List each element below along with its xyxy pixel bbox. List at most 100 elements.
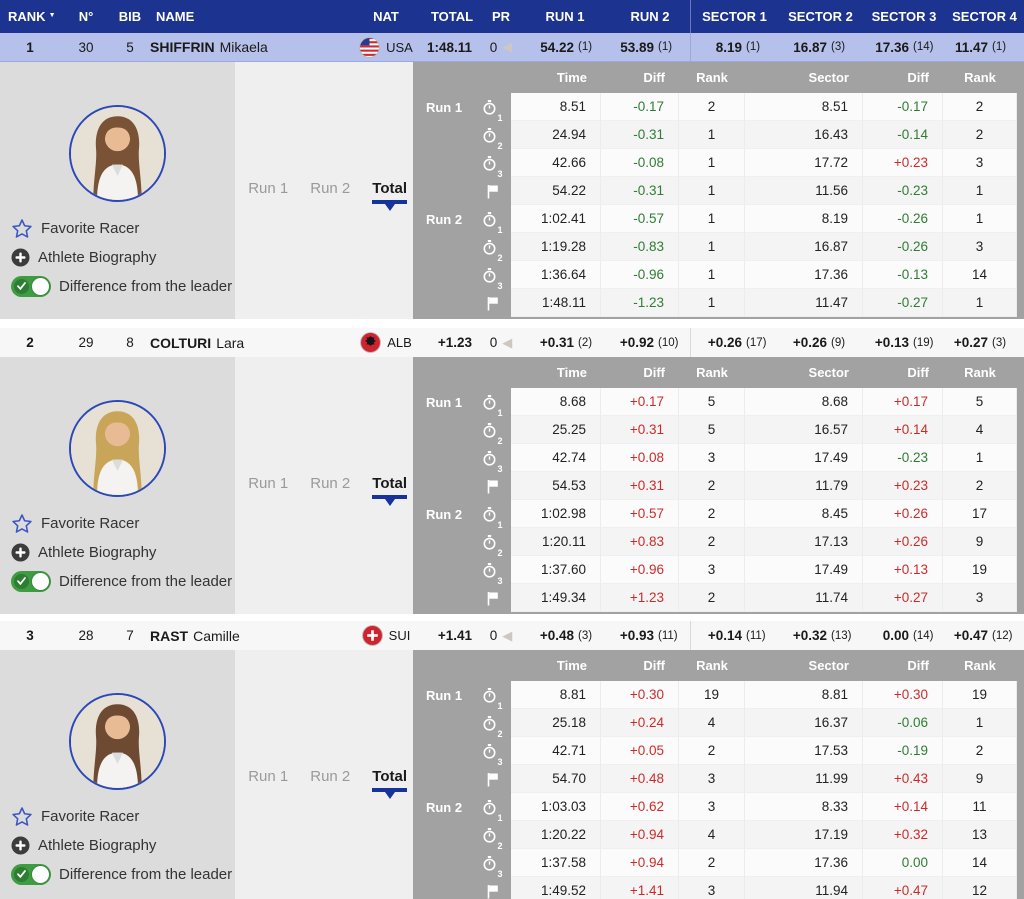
column-header-sector-1[interactable]: SECTOR 1 xyxy=(690,0,778,33)
split-time: 54.70 xyxy=(511,765,601,793)
difference-toggle[interactable] xyxy=(11,275,51,297)
run-2-cell: +0.92 (10) xyxy=(610,328,690,357)
column-header-sector-4[interactable]: SECTOR 4 xyxy=(945,0,1024,33)
athlete-biography-button[interactable]: Athlete Biography xyxy=(11,834,235,856)
playback-icon[interactable]: ◀ xyxy=(502,39,513,54)
athlete-row[interactable]: 2 29 8 COLTURI Lara ALB +1.23 0 ◀ +0.31 (2) +0.92 (1… xyxy=(0,328,1024,357)
sector-diff: +0.13 xyxy=(863,556,943,584)
split-index: 2 xyxy=(497,141,503,151)
split-row: 2 25.25 +0.31 5 16.57 +0.14 4 xyxy=(413,416,1024,446)
split-row: 1:48.11 -1.23 1 11.47 -0.27 1 xyxy=(413,289,1024,317)
run-label xyxy=(413,528,475,556)
split-index: 3 xyxy=(497,869,503,879)
run-2-cell-rank: (10) xyxy=(658,336,679,349)
sector-4-cell-rank: (1) xyxy=(992,41,1007,53)
split-index: 2 xyxy=(497,729,503,739)
results-header-row: RANK ▼ N° BIB NAME NAT TOTAL PR RUN 1 RUN 2 SECTOR… xyxy=(0,0,1024,33)
column-header-run-2[interactable]: RUN 2 xyxy=(610,0,690,33)
sector-2-cell-value: +0.32 xyxy=(792,628,827,643)
sector-rank: 17 xyxy=(943,500,1017,528)
sector-4-cell-rank: (3) xyxy=(992,336,1007,349)
detail-col-time: Time xyxy=(556,365,587,380)
sector-3-cell-rank: (19) xyxy=(913,336,934,349)
playback-icon[interactable]: ◀ xyxy=(502,627,513,643)
tab-run-1[interactable]: Run 1 xyxy=(248,475,289,492)
sector-time: 11.99 xyxy=(745,765,863,793)
sector-diff: -0.23 xyxy=(863,444,943,472)
split-time: 1:48.11 xyxy=(511,289,601,317)
split-diff: +0.24 xyxy=(601,709,679,737)
toggle-knob xyxy=(32,572,49,590)
sector-rank: 14 xyxy=(943,261,1017,289)
sector-rank: 3 xyxy=(943,149,1017,177)
athlete-biography-button[interactable]: Athlete Biography xyxy=(11,246,235,268)
run-label xyxy=(413,821,475,849)
detail-col-rank: Rank xyxy=(696,365,728,380)
sector-diff: -0.17 xyxy=(863,93,943,121)
athlete-detail-panel: Favorite Racer Athlete Biography Differenc… xyxy=(0,357,1024,614)
column-header-sector-2[interactable]: SECTOR 2 xyxy=(778,0,863,33)
favorite-racer-label: Favorite Racer xyxy=(41,219,140,237)
sector-4-cell: +0.27 (3) xyxy=(945,328,1024,357)
favorite-racer-button[interactable]: Favorite Racer xyxy=(11,512,235,534)
difference-toggle[interactable] xyxy=(11,570,51,592)
tab-run-1[interactable]: Run 1 xyxy=(248,768,289,785)
difference-toggle[interactable] xyxy=(11,863,51,885)
sector-diff: -0.27 xyxy=(863,289,943,317)
column-header-rank[interactable]: RANK ▼ xyxy=(0,0,60,33)
stopwatch-3-icon: 3 xyxy=(475,149,511,179)
sector-time: 11.74 xyxy=(745,584,863,612)
playback-icon[interactable]: ◀ xyxy=(502,334,513,350)
split-diff: -0.31 xyxy=(601,177,679,205)
column-header-sector-3[interactable]: SECTOR 3 xyxy=(863,0,945,33)
tab-total[interactable]: Total xyxy=(372,475,407,499)
split-diff: -0.31 xyxy=(601,121,679,149)
column-header-run-1[interactable]: RUN 1 xyxy=(520,0,610,33)
sector-diff: +0.32 xyxy=(863,821,943,849)
split-times-panel: Time Diff Rank Sector Diff Rank Run 1 1 8.68 +0.1… xyxy=(413,357,1024,614)
sector-rank: 5 xyxy=(943,388,1017,416)
split-index: 2 xyxy=(497,436,503,446)
favorite-racer-button[interactable]: Favorite Racer xyxy=(11,805,235,827)
athlete-row[interactable]: 1 30 5 SHIFFRIN Mikaela USA 1:48.11 0 ◀ 54.22 (1) 5… xyxy=(0,33,1024,62)
column-header-bib[interactable]: BIB xyxy=(112,0,148,33)
sector-diff: -0.19 xyxy=(863,737,943,765)
athlete-row[interactable]: 3 28 7 RAST Camille SUI +1.41 0 ◀ +0.48 (3) +0.93 (1… xyxy=(0,621,1024,650)
split-diff: +0.62 xyxy=(601,793,679,821)
sector-rank: 1 xyxy=(943,709,1017,737)
rank-cell: 1 xyxy=(26,39,34,55)
column-header-nat[interactable]: NAT xyxy=(350,0,422,33)
start-number-cell: 29 xyxy=(78,335,94,350)
tab-total[interactable]: Total xyxy=(372,180,407,204)
tab-run-2[interactable]: Run 2 xyxy=(310,768,351,785)
tab-run-1[interactable]: Run 1 xyxy=(248,180,289,197)
sector-diff: +0.23 xyxy=(863,149,943,177)
stopwatch-2-icon: 2 xyxy=(475,528,511,558)
split-index: 3 xyxy=(497,464,503,474)
column-header-pr[interactable]: PR xyxy=(482,0,520,33)
column-header-name[interactable]: NAME xyxy=(148,0,350,33)
tab-run-2[interactable]: Run 2 xyxy=(310,475,351,492)
tab-total[interactable]: Total xyxy=(372,768,407,792)
split-row: 3 1:37.60 +0.96 3 17.49 +0.13 19 xyxy=(413,556,1024,586)
tab-run-2[interactable]: Run 2 xyxy=(310,180,351,197)
split-times-table: Time Diff Rank Sector Diff Rank Run 1 1 8.81 +0.3… xyxy=(413,650,1024,899)
split-time: 8.81 xyxy=(511,681,601,709)
split-rank: 1 xyxy=(679,149,745,177)
column-header-n[interactable]: N° xyxy=(60,0,112,33)
sector-1-cell-rank: (1) xyxy=(746,41,761,53)
run-label xyxy=(413,289,475,317)
run-label xyxy=(413,233,475,261)
split-diff: -0.17 xyxy=(601,93,679,121)
sector-2-cell-rank: (3) xyxy=(831,41,846,53)
flag-sui-icon xyxy=(361,625,383,646)
split-diff: +0.94 xyxy=(601,821,679,849)
athlete-biography-button[interactable]: Athlete Biography xyxy=(11,541,235,563)
column-header-total[interactable]: TOTAL xyxy=(422,0,482,33)
favorite-star-icon xyxy=(11,218,33,239)
sector-diff: +0.23 xyxy=(863,472,943,500)
split-index: 3 xyxy=(497,757,503,767)
favorite-racer-button[interactable]: Favorite Racer xyxy=(11,217,235,239)
split-diff: -0.96 xyxy=(601,261,679,289)
run-total-tabs: Run 1 Run 2 Total xyxy=(235,768,413,792)
